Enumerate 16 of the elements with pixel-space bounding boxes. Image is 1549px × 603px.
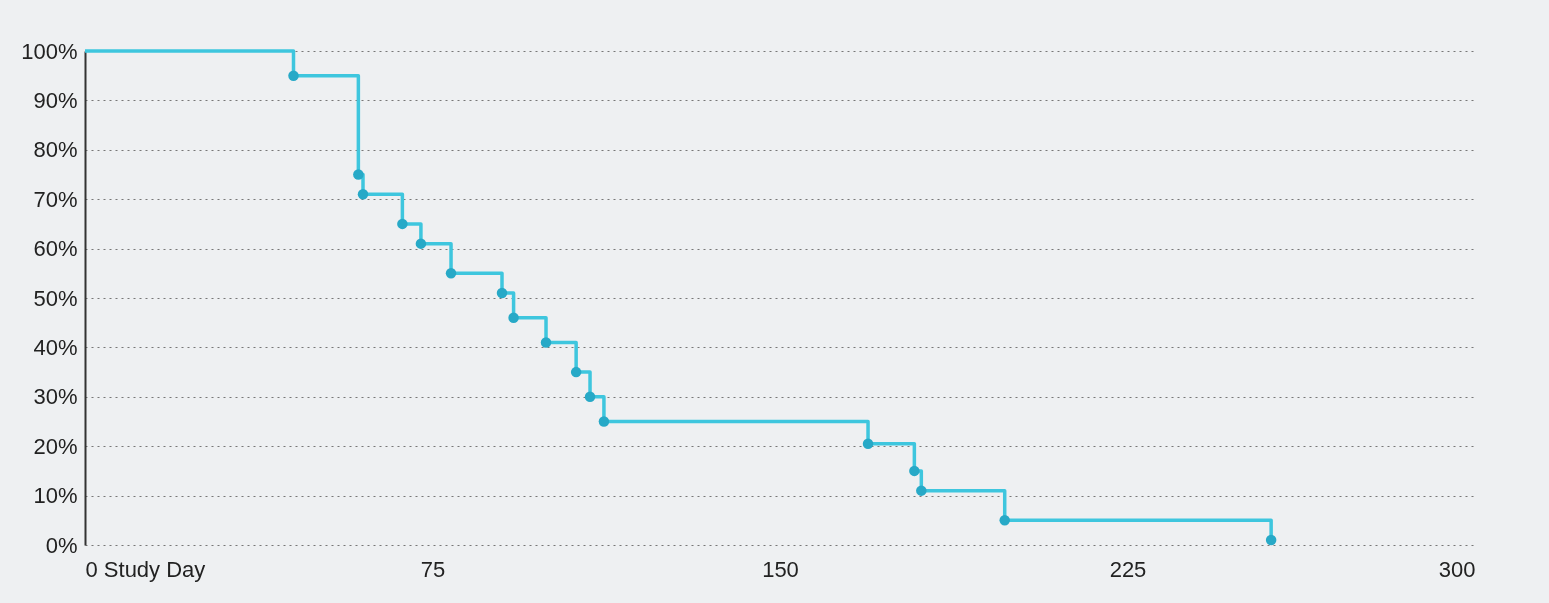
x-tick-label: 150 [762,556,799,582]
y-tick-label: 100% [21,38,78,64]
x-tick-label: 75 [420,556,446,582]
y-tick-label: 80% [33,137,78,163]
x-tick-label: 225 [1109,556,1147,582]
y-tick-label: 10% [33,483,78,509]
y-tick-label: 30% [33,384,78,410]
y-tick-label: 40% [33,334,78,360]
y-tick-label: 20% [33,433,78,459]
y-tick-label: 0% [45,532,78,558]
y-tick-label: 50% [33,285,78,311]
x-tick-label: 0 Study Day [85,556,206,582]
x-tick-label: 300 [1438,556,1476,582]
y-tick-label: 70% [33,186,78,212]
y-tick-label: 90% [33,87,78,113]
y-tick-label: 60% [33,236,78,262]
